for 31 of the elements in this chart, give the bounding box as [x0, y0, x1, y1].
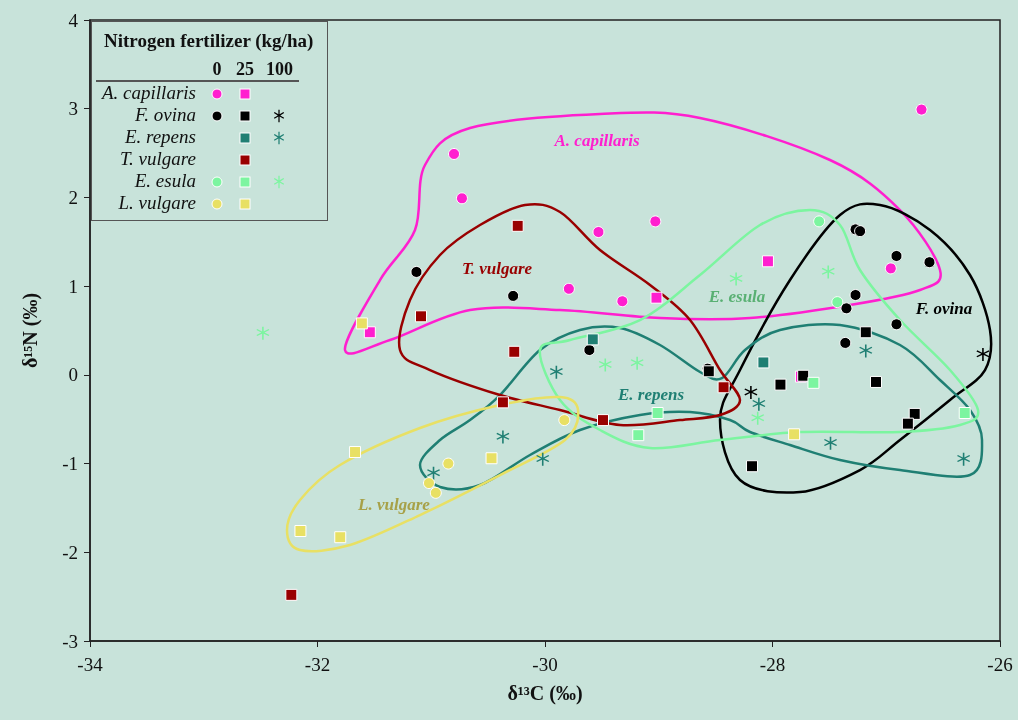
- text: A. capillaris: [553, 130, 640, 150]
- y-tick-label: 1: [68, 275, 78, 297]
- annotation: 100: [259, 58, 299, 81]
- legend-label: E. repens: [123, 126, 197, 148]
- legend-label: T. vulgare: [118, 148, 197, 170]
- y-tick-label: -2: [62, 541, 78, 563]
- text: F. ovina: [915, 298, 973, 318]
- annotation: 0: [203, 58, 230, 81]
- x-tick-label: -28: [759, 654, 786, 675]
- text: L. vulgare: [358, 494, 430, 514]
- y-tick-label: 2: [68, 186, 78, 208]
- text: T. vulgare: [461, 258, 533, 278]
- y-tick-label: 0: [68, 364, 78, 386]
- annotation: 25: [229, 58, 260, 81]
- text: A. capillaris: [102, 82, 196, 103]
- y-tick-label: 3: [68, 98, 78, 120]
- text: E. repens: [617, 384, 685, 404]
- text: E. esula: [708, 286, 766, 306]
- y-tick-label: -3: [62, 630, 78, 652]
- legend-label: L. vulgare: [117, 192, 197, 214]
- legend-label: E. esula: [133, 170, 197, 192]
- y-tick-label: -1: [62, 453, 78, 475]
- y-axis-title: δ¹⁵N (‰): [19, 292, 42, 369]
- y-tick-label: 4: [68, 9, 79, 31]
- x-tick-label: -30: [532, 654, 558, 675]
- legend-title: Nitrogen fertilizer (kg/ha): [103, 29, 315, 53]
- legend-label: F. ovina: [134, 104, 197, 126]
- x-axis-title: δ¹³C (‰): [507, 682, 583, 705]
- x-tick-label: -26: [987, 654, 1013, 675]
- x-tick-label: -34: [77, 654, 104, 675]
- x-tick-label: -32: [304, 654, 331, 675]
